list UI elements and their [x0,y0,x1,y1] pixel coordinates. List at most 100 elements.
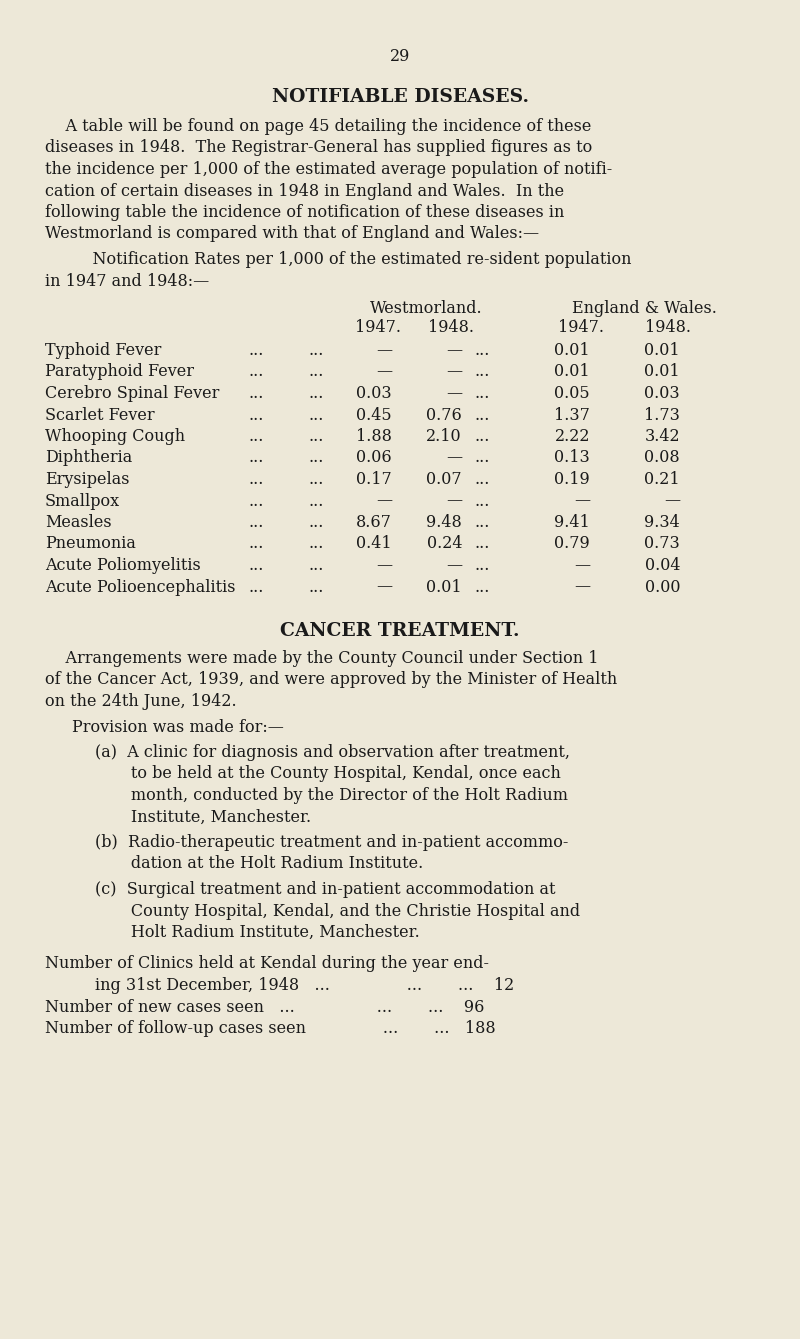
Text: 1.37: 1.37 [554,407,590,423]
Text: 1947.: 1947. [355,320,401,336]
Text: 0.03: 0.03 [644,386,680,402]
Text: ...: ... [308,514,323,532]
Text: month, conducted by the Director of the Holt Radium: month, conducted by the Director of the … [95,787,568,803]
Text: 0.79: 0.79 [554,536,590,553]
Text: 0.45: 0.45 [356,407,392,423]
Text: Westmorland.: Westmorland. [370,300,482,317]
Text: ...: ... [248,536,263,553]
Text: CANCER TREATMENT.: CANCER TREATMENT. [280,623,520,640]
Text: —: — [376,578,392,596]
Text: 0.04: 0.04 [645,557,680,574]
Text: 0.01: 0.01 [644,363,680,380]
Text: 1948.: 1948. [428,320,474,336]
Text: 0.06: 0.06 [356,450,392,466]
Text: dation at the Holt Radium Institute.: dation at the Holt Radium Institute. [95,856,423,873]
Text: 0.41: 0.41 [356,536,392,553]
Text: 0.19: 0.19 [554,471,590,487]
Text: 0.76: 0.76 [426,407,462,423]
Text: 0.00: 0.00 [645,578,680,596]
Text: 1947.: 1947. [558,320,604,336]
Text: Acute Poliomyelitis: Acute Poliomyelitis [45,557,201,574]
Text: ...: ... [248,363,263,380]
Text: ...: ... [475,557,490,574]
Text: (b)  Radio-therapeutic treatment and in-patient accommo-: (b) Radio-therapeutic treatment and in-p… [95,834,568,852]
Text: —: — [376,341,392,359]
Text: —: — [376,557,392,574]
Text: Number of Clinics held at Kendal during the year end-: Number of Clinics held at Kendal during … [45,956,489,972]
Text: 0.01: 0.01 [426,578,462,596]
Text: —: — [664,493,680,510]
Text: ...: ... [248,341,263,359]
Text: ...: ... [475,450,490,466]
Text: —: — [574,578,590,596]
Text: Smallpox: Smallpox [45,493,120,510]
Text: NOTIFIABLE DISEASES.: NOTIFIABLE DISEASES. [271,88,529,106]
Text: Acute Polioencephalitis: Acute Polioencephalitis [45,578,235,596]
Text: 0.08: 0.08 [644,450,680,466]
Text: ...: ... [475,514,490,532]
Text: (a)  A clinic for diagnosis and observation after treatment,: (a) A clinic for diagnosis and observati… [95,744,570,761]
Text: England & Wales.: England & Wales. [572,300,717,317]
Text: 0.07: 0.07 [426,471,462,487]
Text: Holt Radium Institute, Manchester.: Holt Radium Institute, Manchester. [95,924,420,941]
Text: ...: ... [308,407,323,423]
Text: ...: ... [308,557,323,574]
Text: 0.01: 0.01 [554,363,590,380]
Text: diseases in 1948.  The Registrar-General has supplied figures as to: diseases in 1948. The Registrar-General … [45,139,592,157]
Text: to be held at the County Hospital, Kendal, once each: to be held at the County Hospital, Kenda… [95,766,561,782]
Text: (c)  Surgical treatment and in-patient accommodation at: (c) Surgical treatment and in-patient ac… [95,881,555,898]
Text: 2.10: 2.10 [426,428,462,445]
Text: ...: ... [475,428,490,445]
Text: ...: ... [475,493,490,510]
Text: Westmorland is compared with that of England and Wales:—: Westmorland is compared with that of Eng… [45,225,539,242]
Text: ...: ... [248,493,263,510]
Text: —: — [446,341,462,359]
Text: 29: 29 [390,48,410,66]
Text: ...: ... [308,536,323,553]
Text: 0.21: 0.21 [644,471,680,487]
Text: ...: ... [308,471,323,487]
Text: Typhoid Fever: Typhoid Fever [45,341,162,359]
Text: —: — [446,386,462,402]
Text: the incidence per 1,000 of the estimated average population of notifi-: the incidence per 1,000 of the estimated… [45,161,612,178]
Text: of the Cancer Act, 1939, and were approved by the Minister of Health: of the Cancer Act, 1939, and were approv… [45,671,618,688]
Text: County Hospital, Kendal, and the Christie Hospital and: County Hospital, Kendal, and the Christi… [95,902,580,920]
Text: ...: ... [475,407,490,423]
Text: ...: ... [475,578,490,596]
Text: 2.22: 2.22 [554,428,590,445]
Text: ...: ... [308,428,323,445]
Text: following table the incidence of notification of these diseases in: following table the incidence of notific… [45,204,564,221]
Text: ...: ... [248,428,263,445]
Text: —: — [376,363,392,380]
Text: 0.05: 0.05 [554,386,590,402]
Text: ...: ... [475,386,490,402]
Text: on the 24th June, 1942.: on the 24th June, 1942. [45,694,237,710]
Text: cation of certain diseases in 1948 in England and Wales.  In the: cation of certain diseases in 1948 in En… [45,182,564,200]
Text: Whooping Cough: Whooping Cough [45,428,185,445]
Text: 0.01: 0.01 [554,341,590,359]
Text: ...: ... [248,407,263,423]
Text: Notification Rates per 1,000 of the estimated re­sident population: Notification Rates per 1,000 of the esti… [72,250,631,268]
Text: Measles: Measles [45,514,112,532]
Text: —: — [574,493,590,510]
Text: ...: ... [308,363,323,380]
Text: Institute, Manchester.: Institute, Manchester. [95,809,311,826]
Text: ing 31st December, 1948   ...               ...       ...    12: ing 31st December, 1948 ... ... ... 12 [95,977,514,994]
Text: —: — [446,363,462,380]
Text: ...: ... [475,363,490,380]
Text: —: — [446,557,462,574]
Text: 0.24: 0.24 [426,536,462,553]
Text: ...: ... [308,341,323,359]
Text: 0.73: 0.73 [644,536,680,553]
Text: ...: ... [308,450,323,466]
Text: A table will be found on page 45 detailing the incidence of these: A table will be found on page 45 detaili… [45,118,591,135]
Text: ...: ... [475,471,490,487]
Text: ...: ... [248,578,263,596]
Text: in 1947 and 1948:—: in 1947 and 1948:— [45,273,210,289]
Text: ...: ... [248,514,263,532]
Text: 9.41: 9.41 [554,514,590,532]
Text: 9.34: 9.34 [644,514,680,532]
Text: Diphtheria: Diphtheria [45,450,132,466]
Text: —: — [574,557,590,574]
Text: Number of new cases seen   ...                ...       ...    96: Number of new cases seen ... ... ... 96 [45,999,484,1015]
